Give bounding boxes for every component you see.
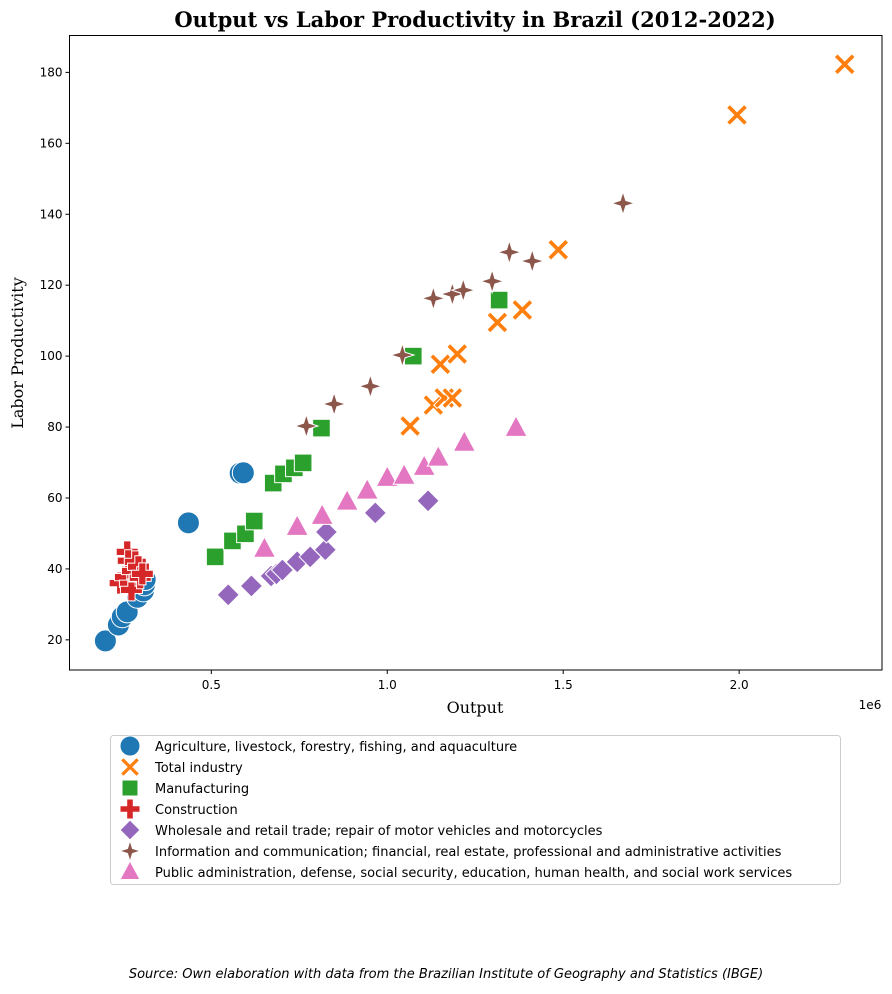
data-point	[725, 103, 749, 127]
legend-label: Agriculture, livestock, forestry, fishin…	[155, 740, 517, 755]
data-point	[314, 520, 339, 544]
y-tick-label: 80	[47, 420, 62, 434]
data-point	[320, 390, 348, 418]
y-tick-label: 180	[40, 65, 63, 79]
series-3	[108, 540, 154, 602]
x-offset-label: 1e6	[859, 698, 882, 712]
legend-label: Public administration, defense, social s…	[155, 866, 792, 881]
data-point	[452, 429, 477, 452]
y-tick-label: 60	[47, 491, 62, 505]
y-axis-label: Labor Productivity	[8, 277, 27, 429]
y-tick-label: 40	[47, 562, 62, 576]
y-tick-label: 100	[40, 349, 63, 363]
data-point	[833, 53, 856, 76]
chart-title: Output vs Labor Productivity in Brazil (…	[174, 7, 775, 32]
y-tick-label: 140	[40, 207, 63, 221]
data-point	[398, 414, 422, 438]
data-point	[270, 558, 295, 582]
data-point	[93, 629, 117, 653]
x-tick-label: 2.0	[730, 678, 749, 692]
data-point	[293, 412, 320, 440]
data-point	[205, 547, 225, 567]
legend-label: Information and communication; financial…	[155, 845, 782, 860]
data-point	[313, 538, 338, 562]
data-point	[478, 268, 506, 295]
data-point	[355, 477, 380, 500]
series-1	[398, 53, 856, 438]
data-point	[420, 285, 447, 312]
legend-marker	[121, 779, 139, 797]
data-point	[389, 341, 416, 369]
x-axis-label: Output	[447, 698, 504, 717]
data-point	[239, 574, 264, 598]
data-point	[609, 190, 637, 217]
data-point	[357, 373, 384, 400]
data-point	[119, 578, 143, 602]
data-point	[519, 247, 546, 275]
data-point	[363, 501, 387, 525]
x-tick-label: 1.5	[554, 678, 573, 692]
data-point	[335, 488, 359, 511]
data-point	[426, 444, 451, 467]
legend-box	[110, 735, 841, 885]
data-point	[216, 583, 240, 607]
legend-marker	[119, 756, 141, 778]
data-point	[416, 489, 440, 513]
y-tick-label: 20	[47, 633, 62, 647]
data-point	[244, 511, 264, 531]
data-point	[312, 418, 331, 438]
data-point	[130, 562, 154, 586]
legend: Agriculture, livestock, forestry, fishin…	[110, 735, 841, 885]
series-2	[205, 290, 509, 567]
data-point	[450, 276, 477, 304]
series-6	[252, 414, 528, 558]
y-tick-label: 120	[40, 278, 63, 292]
legend-label: Wholesale and retail trade; repair of mo…	[155, 824, 603, 839]
data-point	[486, 311, 509, 334]
legend-label: Manufacturing	[155, 782, 249, 797]
legend-label: Construction	[155, 803, 238, 818]
data-point	[392, 462, 416, 485]
plot-frame	[69, 35, 883, 671]
data-point	[310, 502, 334, 525]
data-point	[231, 461, 255, 485]
data-point	[176, 511, 200, 535]
data-point	[547, 238, 570, 261]
series-4	[216, 489, 440, 607]
x-tick-label: 0.5	[202, 678, 221, 692]
data-point	[252, 535, 277, 558]
legend-marker	[119, 798, 141, 820]
data-point	[446, 342, 469, 366]
data-point	[441, 386, 464, 410]
legend-label: Total industry	[154, 761, 243, 776]
source-note: Source: Own elaboration with data from t…	[128, 967, 764, 982]
series-5	[293, 190, 637, 440]
legend-marker	[119, 735, 141, 757]
data-point	[504, 414, 528, 437]
x-tick-label: 1.0	[378, 678, 397, 692]
data-point	[429, 353, 452, 376]
data-point	[375, 464, 400, 487]
data-point	[496, 238, 523, 266]
y-tick-label: 160	[40, 136, 63, 150]
data-point	[511, 298, 534, 322]
data-point	[293, 453, 313, 473]
legend-marker	[119, 859, 141, 880]
data-point	[489, 290, 509, 310]
data-point	[285, 513, 310, 536]
